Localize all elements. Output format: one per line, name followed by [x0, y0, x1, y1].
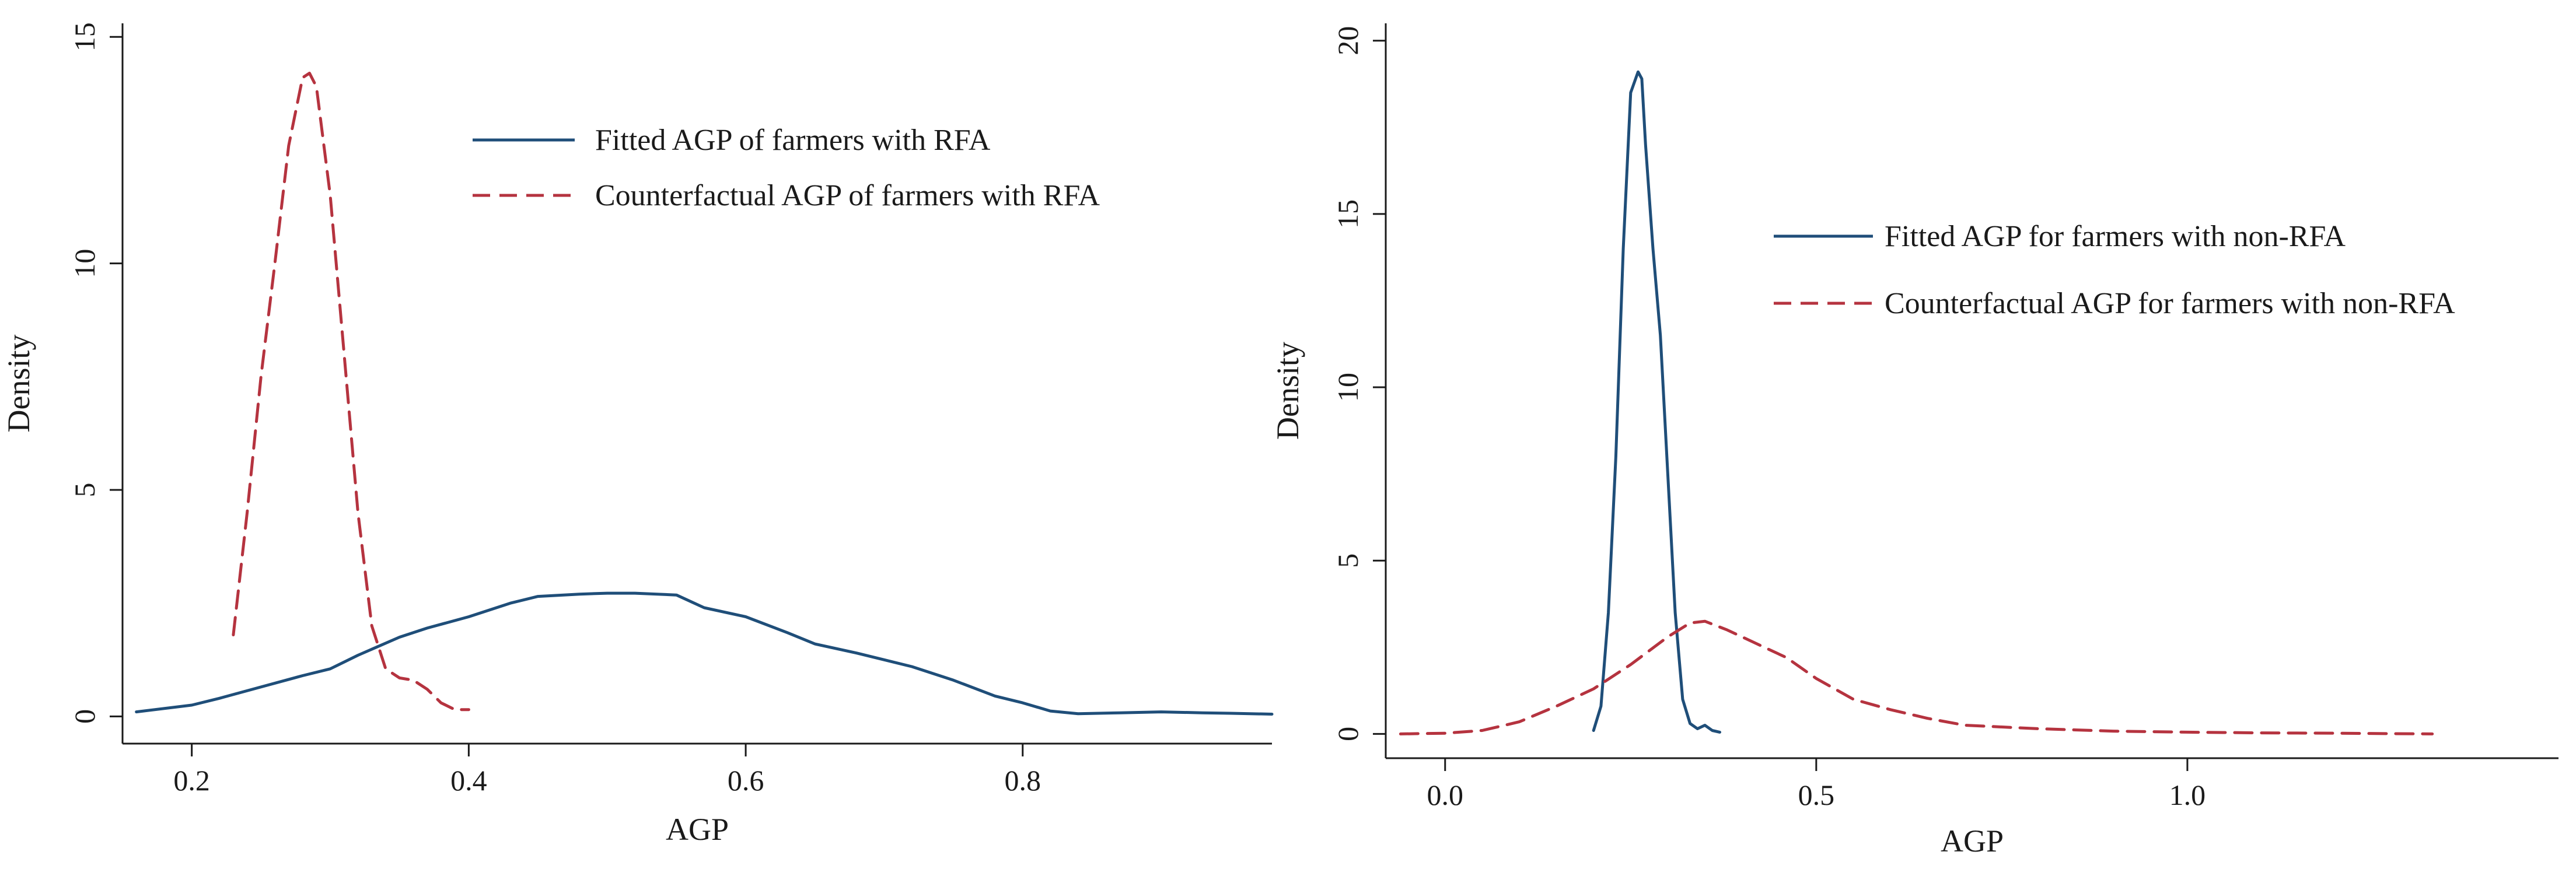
- x-tick-label: 0.4: [450, 764, 487, 797]
- x-tick-label: 1.0: [2169, 779, 2206, 811]
- y-tick-label: 5: [1331, 553, 1364, 568]
- chart-panel-1: 0 5 10 15 0.2 0.4 0.6 0.8 Density AGP Fitted AGP o…: [1, 22, 1274, 847]
- x-tick-label: 0.0: [1427, 779, 1464, 811]
- x-tick-label: 0.8: [1005, 764, 1041, 797]
- chart-panel-2: 0 5 10 15 20 0.0 0.5 1.0 Density AGP Fitted AGP fo…: [1270, 23, 2558, 859]
- y-tick-label: 10: [1331, 373, 1364, 402]
- x-tick-label: 0.2: [173, 764, 210, 797]
- y-axis-title: Density: [1270, 342, 1305, 440]
- legend-label: Fitted AGP for farmers with non-RFA: [1885, 220, 2346, 253]
- legend-label: Fitted AGP of farmers with RFA: [595, 124, 991, 157]
- y-tick-label: 5: [68, 483, 101, 497]
- legend: Fitted AGP for farmers with non-RFA Count…: [1774, 220, 2455, 320]
- x-axis-title: AGP: [666, 812, 729, 847]
- legend: Fitted AGP of farmers with RFA Counterfac…: [473, 124, 1100, 212]
- y-axis-title: Density: [1, 335, 36, 433]
- x-tick-label: 0.6: [728, 764, 764, 797]
- series-line-2: [1399, 619, 2434, 735]
- y-tick-label: 0: [1331, 727, 1364, 741]
- legend-label: Counterfactual AGP for farmers with non-…: [1885, 287, 2455, 320]
- y-tick-label: 0: [68, 709, 101, 724]
- x-axis-title: AGP: [1941, 824, 2004, 859]
- y-tick-label: 15: [68, 22, 101, 51]
- series-line-2: [232, 71, 470, 712]
- x-tick-label: 0.5: [1798, 779, 1835, 811]
- y-tick-label: 10: [68, 249, 101, 278]
- series-line-1: [135, 591, 1274, 716]
- y-tick-label: 20: [1331, 26, 1364, 55]
- series-line-1: [1592, 70, 1721, 734]
- legend-label: Counterfactual AGP of farmers with RFA: [595, 179, 1100, 212]
- y-tick-label: 15: [1331, 199, 1364, 229]
